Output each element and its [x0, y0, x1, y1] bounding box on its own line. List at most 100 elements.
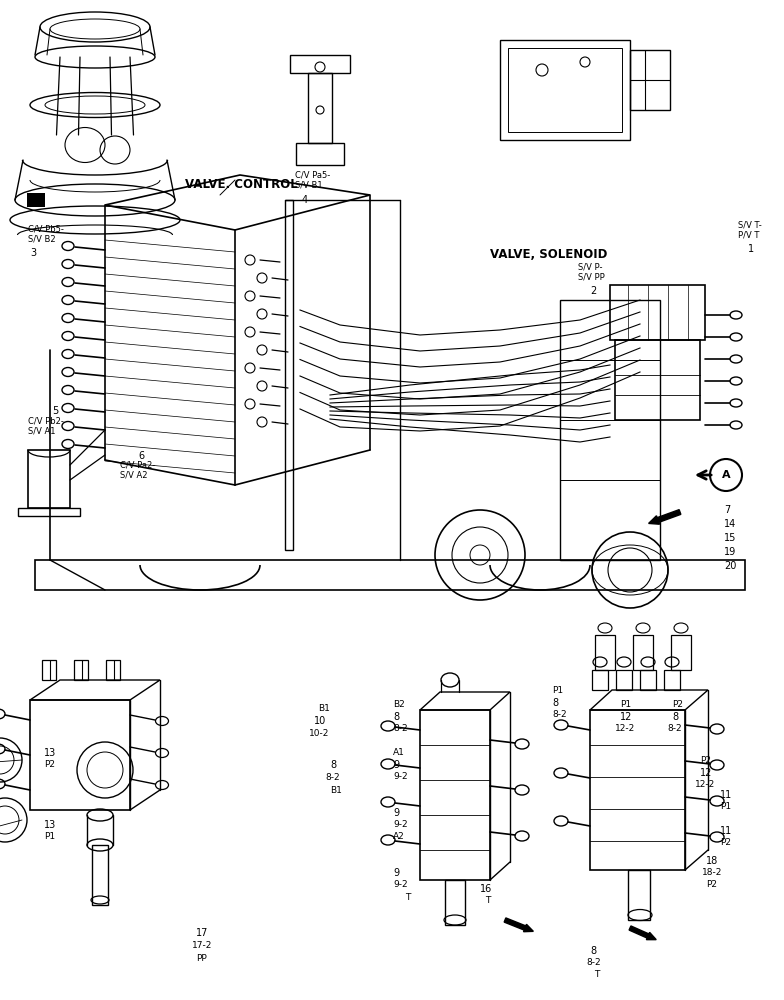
Bar	[18, 508, 80, 516]
Text: C/V Pb5-: C/V Pb5-	[28, 224, 64, 233]
Bar	[500, 40, 630, 140]
Text: 6: 6	[138, 451, 144, 461]
Text: C/V Pa2-: C/V Pa2-	[120, 461, 155, 470]
Text: S/V A2: S/V A2	[120, 471, 147, 480]
Bar	[640, 670, 656, 690]
Bar	[74, 660, 88, 680]
Text: 8: 8	[672, 712, 678, 722]
Bar	[290, 55, 350, 73]
Text: P2: P2	[44, 760, 55, 769]
Bar	[671, 635, 691, 670]
Text: 8: 8	[393, 712, 399, 722]
FancyArrow shape	[648, 510, 681, 524]
Text: 14: 14	[724, 519, 736, 529]
Text: VALVE. CONTROL: VALVE. CONTROL	[185, 178, 298, 191]
Bar	[592, 670, 608, 690]
Text: 9: 9	[393, 868, 399, 878]
Text: C/V Pa5-: C/V Pa5-	[295, 171, 330, 180]
Bar	[615, 340, 700, 420]
Bar	[92, 845, 108, 905]
Text: 8-2: 8-2	[325, 773, 339, 782]
Bar	[420, 710, 490, 880]
Text: S/V PP: S/V PP	[578, 272, 604, 281]
Text: P1: P1	[44, 832, 55, 841]
FancyArrow shape	[629, 926, 656, 940]
Text: 9: 9	[393, 808, 399, 818]
Bar	[27, 193, 45, 207]
Text: 18-2: 18-2	[702, 868, 722, 877]
Bar	[296, 143, 344, 165]
Text: 4: 4	[302, 195, 308, 205]
Bar	[590, 710, 685, 870]
Bar	[630, 50, 670, 110]
Text: 12-2: 12-2	[615, 724, 635, 733]
Text: 11: 11	[720, 790, 732, 800]
Text: C/V Pb2-: C/V Pb2-	[28, 416, 64, 425]
Text: 8-2: 8-2	[552, 710, 567, 719]
Text: 5: 5	[52, 406, 58, 416]
Text: P1: P1	[720, 802, 731, 811]
Text: A: A	[722, 470, 731, 480]
Text: 9-2: 9-2	[393, 772, 408, 781]
Text: P1: P1	[552, 686, 563, 695]
Text: 9: 9	[393, 760, 399, 770]
Text: 1: 1	[748, 244, 754, 254]
Text: 13: 13	[44, 820, 56, 830]
Text: P2: P2	[700, 756, 711, 765]
Text: T: T	[405, 893, 410, 902]
Text: 10-2: 10-2	[309, 729, 329, 738]
Bar	[664, 670, 680, 690]
Text: 18: 18	[706, 856, 718, 866]
Text: 13: 13	[44, 748, 56, 758]
Bar	[285, 200, 293, 550]
Text: 8-2: 8-2	[667, 724, 681, 733]
Text: B1: B1	[318, 704, 330, 713]
Bar	[610, 285, 705, 340]
Bar	[595, 635, 615, 670]
Text: 9-2: 9-2	[393, 820, 408, 829]
Text: B2: B2	[393, 700, 405, 709]
Text: B1: B1	[330, 786, 342, 795]
Text: 8: 8	[330, 760, 336, 770]
Bar	[616, 670, 632, 690]
Bar	[308, 73, 332, 143]
Text: 12: 12	[700, 768, 713, 778]
Text: 8: 8	[590, 946, 596, 956]
Bar	[633, 635, 653, 670]
Text: S/V T-: S/V T-	[738, 220, 762, 229]
Bar	[35, 560, 745, 590]
Text: VALVE, SOLENOID: VALVE, SOLENOID	[490, 248, 608, 261]
Bar	[28, 450, 70, 508]
Bar	[560, 300, 660, 560]
Text: 9-2: 9-2	[393, 880, 408, 889]
Text: T: T	[485, 896, 490, 905]
Text: S/V B1: S/V B1	[295, 181, 323, 190]
Text: T: T	[594, 970, 600, 979]
Text: 3: 3	[30, 248, 36, 258]
Text: A1: A1	[393, 748, 405, 757]
Text: 19: 19	[724, 547, 736, 557]
Bar	[628, 870, 650, 920]
Text: 20: 20	[724, 561, 736, 571]
Text: 16: 16	[480, 884, 492, 894]
Text: 8-2: 8-2	[393, 724, 408, 733]
Text: 17: 17	[196, 928, 209, 938]
Text: P2: P2	[672, 700, 683, 709]
Text: A2: A2	[393, 832, 405, 841]
Text: P2: P2	[720, 838, 731, 847]
Text: P1: P1	[620, 700, 631, 709]
Text: 7: 7	[724, 505, 730, 515]
Text: 17-2: 17-2	[192, 941, 212, 950]
Text: S/V A1: S/V A1	[28, 426, 56, 435]
Text: 12-2: 12-2	[695, 780, 715, 789]
Text: 8-2: 8-2	[586, 958, 601, 967]
Bar	[508, 48, 622, 132]
Text: P/V T: P/V T	[738, 230, 760, 239]
Bar	[445, 880, 465, 925]
Text: 15: 15	[724, 533, 736, 543]
Bar	[42, 660, 56, 680]
Text: P2: P2	[706, 880, 717, 889]
Text: S/V P-: S/V P-	[578, 262, 602, 271]
Text: PP: PP	[196, 954, 207, 963]
Text: 2: 2	[590, 286, 597, 296]
